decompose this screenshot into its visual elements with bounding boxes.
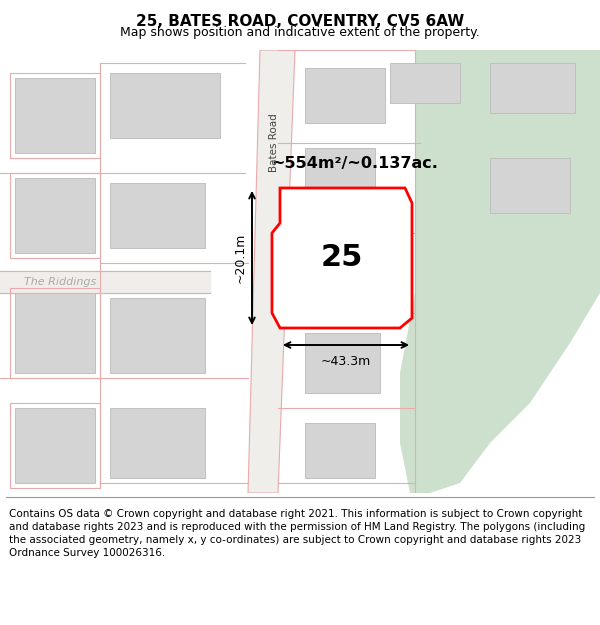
Text: ~554m²/~0.137ac.: ~554m²/~0.137ac. bbox=[272, 156, 439, 171]
Text: ~43.3m: ~43.3m bbox=[321, 355, 371, 368]
Polygon shape bbox=[248, 50, 295, 493]
Bar bbox=[15, 178, 95, 253]
Bar bbox=[15, 408, 95, 483]
Bar bbox=[305, 423, 375, 478]
Bar bbox=[15, 78, 95, 153]
Polygon shape bbox=[272, 188, 412, 328]
Bar bbox=[110, 408, 205, 478]
Bar bbox=[305, 148, 375, 198]
Bar bbox=[390, 63, 460, 103]
Text: Map shows position and indicative extent of the property.: Map shows position and indicative extent… bbox=[120, 26, 480, 39]
Bar bbox=[490, 63, 575, 113]
Bar bbox=[305, 68, 385, 123]
Polygon shape bbox=[400, 50, 600, 493]
Bar bbox=[490, 158, 570, 213]
Text: 25: 25 bbox=[321, 244, 363, 272]
Bar bbox=[110, 298, 205, 373]
Bar bbox=[110, 183, 205, 248]
Text: Bates Road: Bates Road bbox=[269, 114, 279, 172]
Bar bbox=[305, 333, 380, 393]
Text: 25, BATES ROAD, COVENTRY, CV5 6AW: 25, BATES ROAD, COVENTRY, CV5 6AW bbox=[136, 14, 464, 29]
Bar bbox=[15, 293, 95, 373]
Text: The Riddings: The Riddings bbox=[24, 277, 96, 287]
Text: Contains OS data © Crown copyright and database right 2021. This information is : Contains OS data © Crown copyright and d… bbox=[9, 509, 585, 559]
Bar bbox=[110, 73, 220, 138]
Text: ~20.1m: ~20.1m bbox=[234, 232, 247, 283]
